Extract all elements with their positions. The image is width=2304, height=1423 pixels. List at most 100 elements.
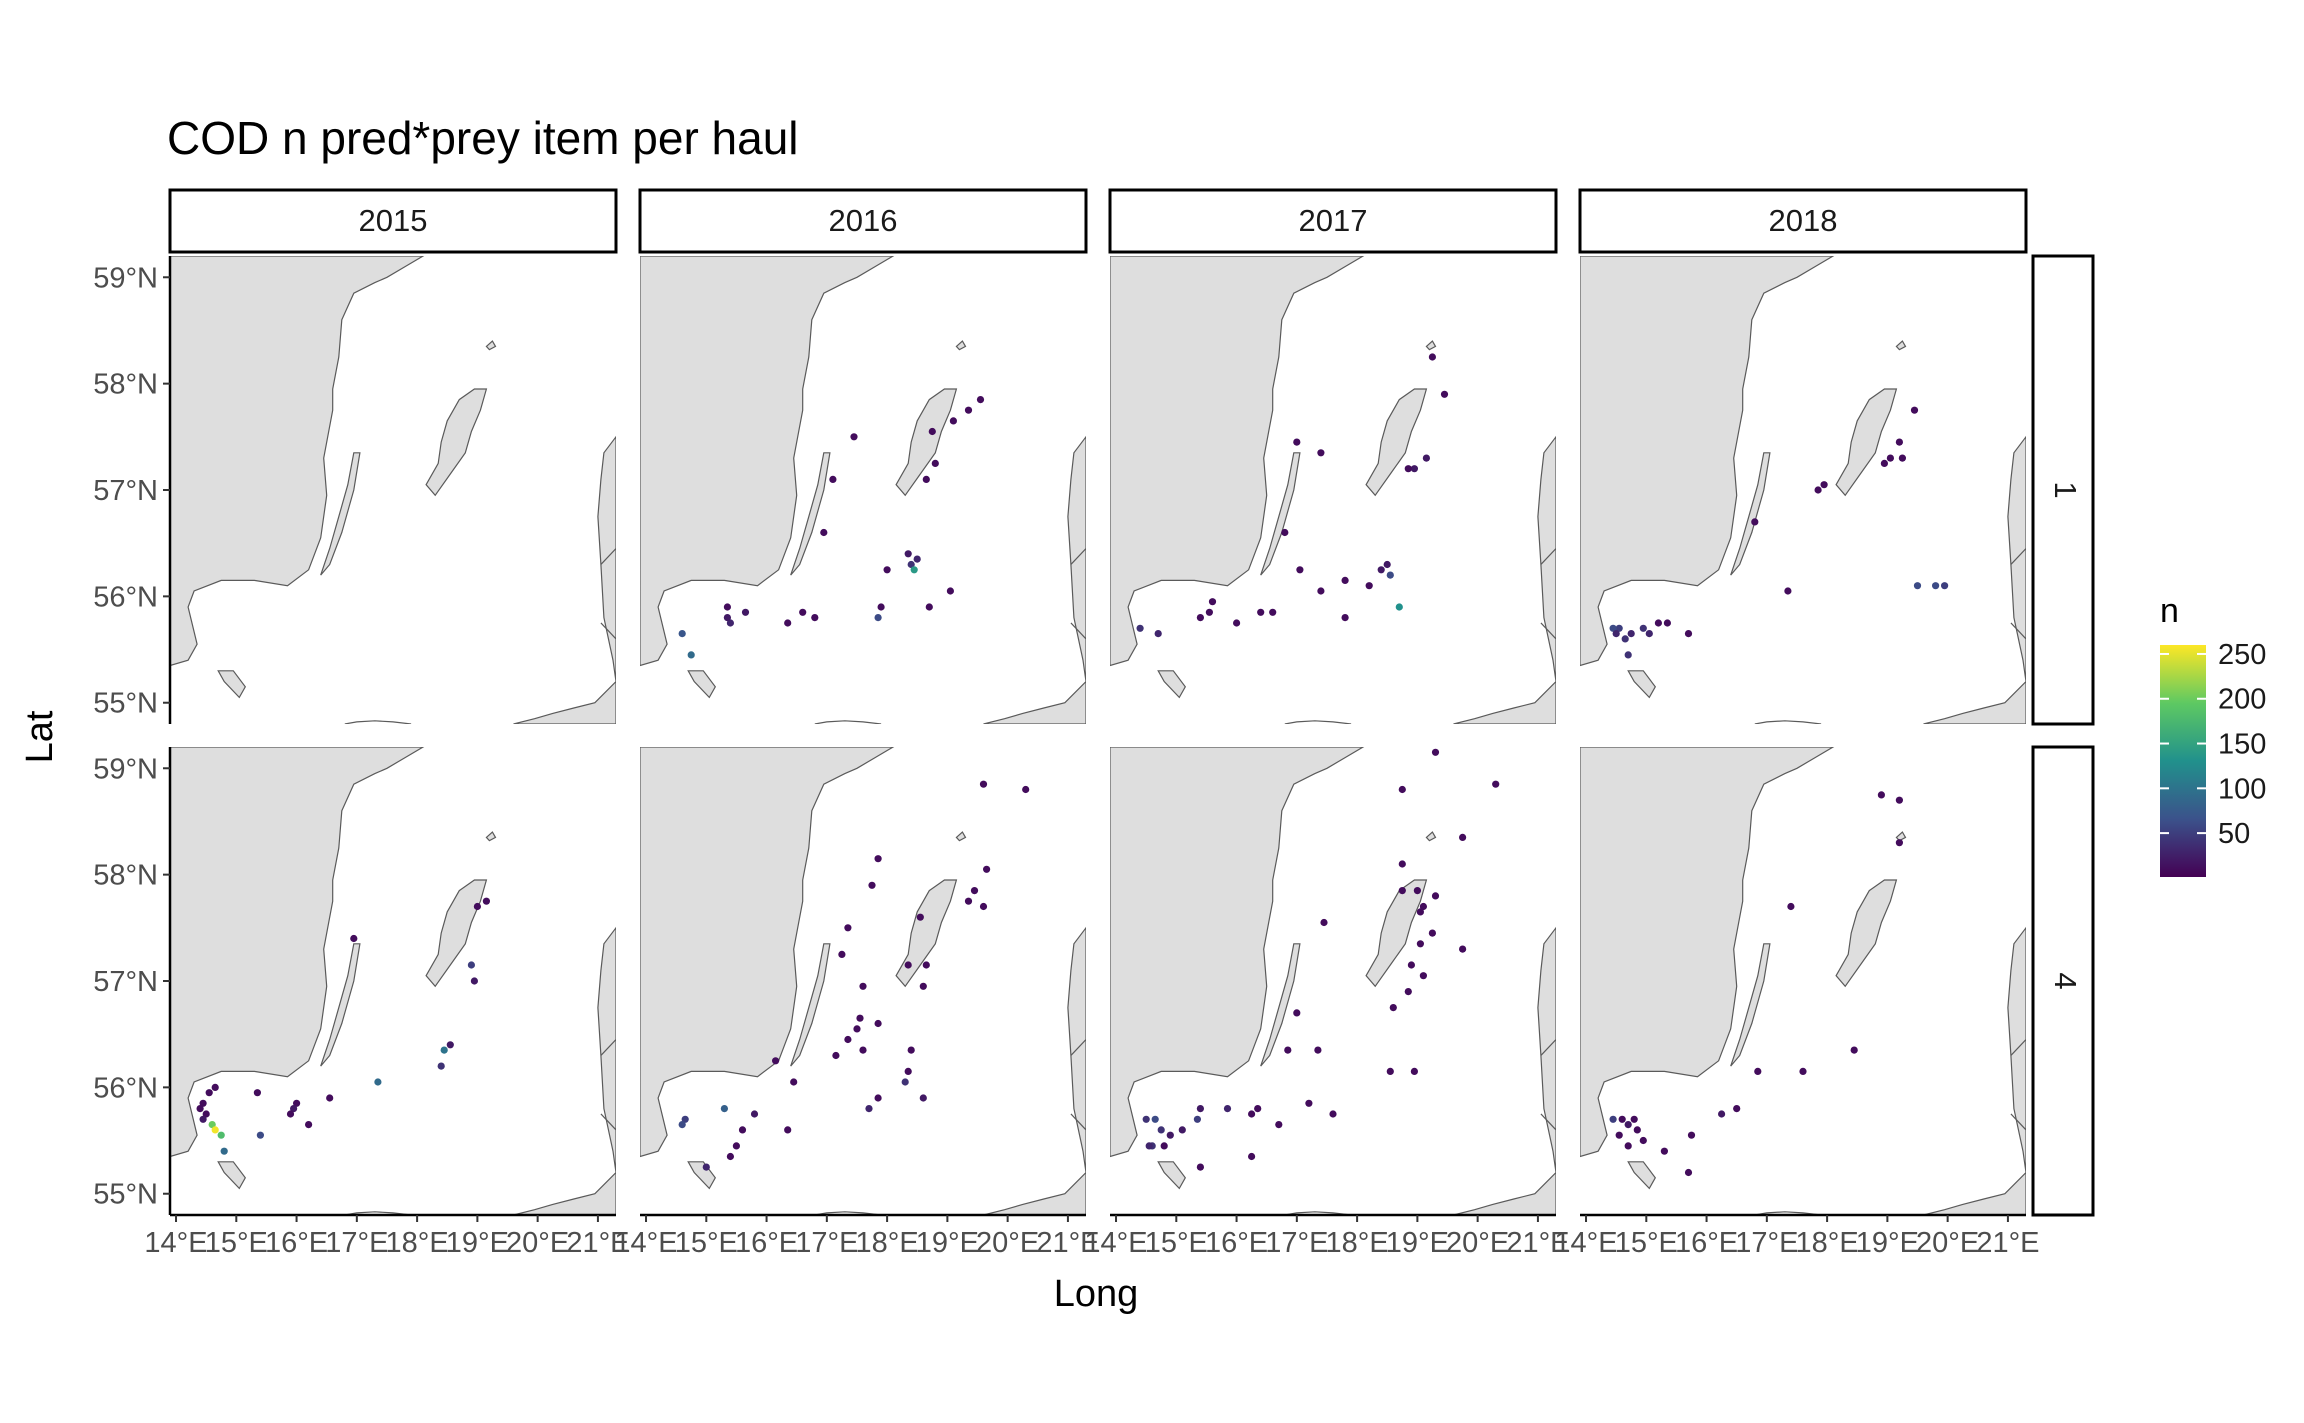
haul-point (437, 1062, 445, 1070)
haul-point (1751, 518, 1759, 526)
haul-point (1416, 908, 1424, 916)
haul-point (208, 1121, 216, 1129)
haul-point (1624, 1121, 1632, 1129)
haul-point (1645, 630, 1653, 638)
land-gotland (1835, 388, 1898, 497)
haul-point (1398, 785, 1406, 794)
haul-point (907, 560, 915, 569)
land-baltic-east (983, 435, 1086, 724)
haul-point (1365, 582, 1373, 590)
legend-tick-label: 200 (2218, 684, 2266, 716)
haul-point (723, 614, 732, 622)
land-baltic-east (1923, 435, 2026, 724)
haul-point (1022, 785, 1030, 794)
land-islet (485, 831, 497, 842)
haul-point (1377, 566, 1385, 574)
country-border (1070, 1113, 1086, 1131)
haul-point (211, 1083, 219, 1091)
haul-point (1784, 587, 1792, 595)
country-border (2010, 1113, 2026, 1131)
country-border (2010, 622, 2026, 640)
haul-point (979, 902, 988, 911)
haul-point (868, 881, 876, 889)
haul-point (1754, 1067, 1762, 1075)
strip-label-2016: 2016 (829, 203, 898, 238)
haul-point (1193, 1115, 1201, 1123)
haul-point (1880, 459, 1888, 467)
land-sweden (1110, 747, 1365, 1158)
haul-point (1663, 619, 1671, 627)
haul-point (922, 961, 930, 969)
haul-point (946, 587, 955, 595)
haul-point (784, 619, 792, 627)
x-tick-label: 21°E (1976, 1227, 2039, 1259)
haul-point (1621, 635, 1629, 643)
haul-point (1660, 1147, 1668, 1155)
haul-point (1799, 1067, 1807, 1075)
haul-point (919, 982, 927, 990)
haul-point (726, 1152, 735, 1161)
y-tick-label: 59°N (93, 262, 158, 294)
haul-point (919, 1094, 927, 1102)
haul-point (199, 1099, 207, 1107)
country-border (1540, 1039, 1556, 1056)
haul-point (970, 887, 979, 895)
coast-poland (344, 1211, 412, 1215)
land-bornholm (1157, 670, 1187, 699)
x-tick-label: 18°E (386, 1227, 449, 1259)
haul-point (1410, 465, 1418, 473)
x-tick-label: 15°E (675, 1227, 738, 1259)
y-tick-label: 58°N (93, 369, 158, 401)
haul-point (305, 1121, 313, 1129)
country-border (1540, 1113, 1556, 1131)
haul-point (1416, 940, 1424, 948)
haul-point (790, 1078, 798, 1086)
haul-point (1223, 1105, 1232, 1113)
land-islet (955, 831, 967, 842)
haul-point (874, 1019, 882, 1028)
haul-point (1895, 438, 1903, 446)
haul-point (1431, 892, 1440, 900)
haul-point (1386, 1067, 1394, 1075)
panel-2015-q4 (170, 747, 616, 1215)
land-baltic-east (983, 926, 1086, 1215)
haul-point (904, 1067, 912, 1075)
haul-point (196, 1105, 204, 1113)
haul-point (772, 1057, 780, 1065)
land-islet (1425, 831, 1437, 842)
haul-point (1317, 449, 1325, 457)
haul-point (1196, 1105, 1204, 1113)
haul-point (1160, 1142, 1168, 1150)
haul-point (1459, 945, 1467, 953)
haul-point (964, 897, 973, 905)
land-sweden (640, 747, 895, 1158)
haul-point (928, 427, 936, 436)
haul-point (1196, 614, 1204, 622)
x-tick-label: 21°E (566, 1227, 629, 1259)
panel-2018-q1 (1580, 256, 2026, 724)
haul-point (931, 459, 939, 467)
haul-point (1389, 1004, 1397, 1012)
haul-point (910, 566, 918, 574)
x-tick-label: 16°E (265, 1227, 328, 1259)
haul-point (1612, 630, 1620, 638)
haul-point (211, 1126, 219, 1134)
haul-point (350, 934, 358, 943)
haul-point (473, 902, 481, 911)
haul-point (217, 1131, 225, 1139)
haul-point (1398, 887, 1406, 895)
haul-point (720, 1105, 729, 1113)
haul-point (811, 614, 819, 622)
haul-point (832, 1051, 840, 1060)
haul-point (1684, 630, 1693, 638)
haul-point (799, 608, 807, 616)
haul-point (1932, 582, 1940, 590)
haul-point (1233, 619, 1241, 627)
land-bornholm (217, 670, 247, 699)
haul-point (1459, 833, 1467, 842)
country-border (600, 1113, 616, 1131)
coast-poland (1284, 720, 1352, 724)
haul-point (829, 475, 837, 483)
land-sweden (1110, 256, 1365, 667)
panel-2017-q4 (1110, 747, 1556, 1215)
